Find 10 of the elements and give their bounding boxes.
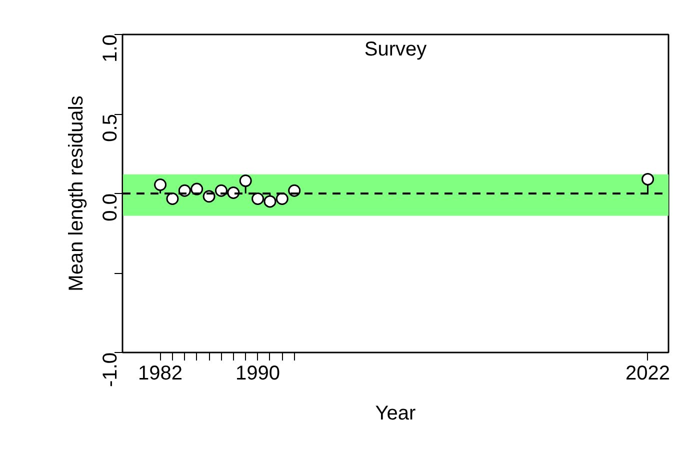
x-tick-label: 2022 bbox=[626, 362, 670, 384]
x-axis-title: Year bbox=[375, 402, 416, 424]
y-tick-label: 0.5 bbox=[100, 114, 122, 142]
y-tick-label: -1.0 bbox=[100, 352, 122, 387]
chart-title: Survey bbox=[364, 38, 427, 60]
x-tick-label: 1990 bbox=[236, 362, 280, 384]
y-tick-label: 1.0 bbox=[100, 34, 122, 62]
y-tick-label: 0.0 bbox=[100, 193, 122, 222]
x-tick-label: 1982 bbox=[138, 362, 183, 384]
y-axis-title: Mean length residuals bbox=[66, 96, 88, 292]
